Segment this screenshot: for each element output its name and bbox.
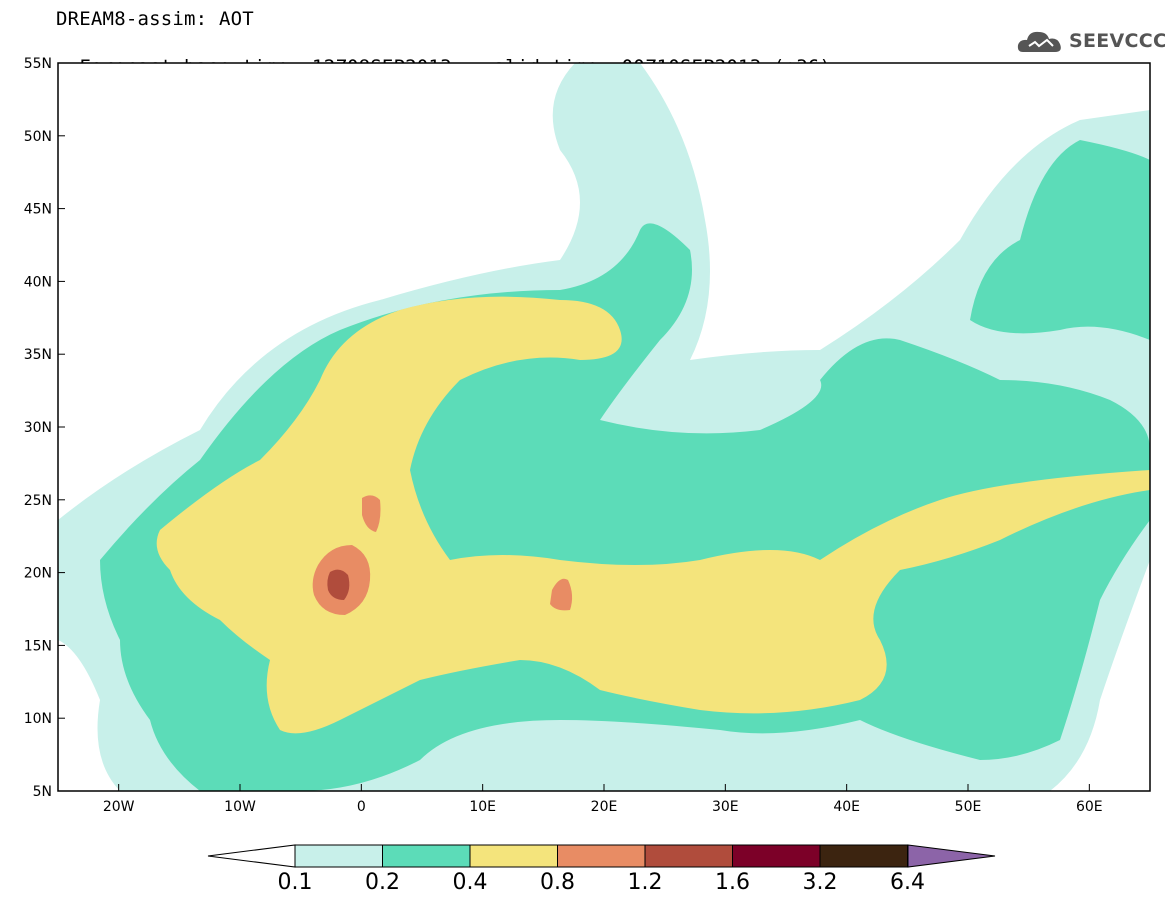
colorbar-swatch (644, 844, 733, 868)
lat-label: 35N (24, 347, 52, 363)
colorbar-swatch (732, 844, 821, 868)
colorbar-label: 0.8 (540, 870, 575, 895)
lat-label: 45N (24, 202, 52, 218)
seevccc-logo: SEEVCCC (1017, 26, 1165, 58)
aot-band-0.2-east (970, 140, 1150, 340)
lat-label: 40N (24, 274, 52, 290)
aot-band-0.8-c (550, 578, 573, 611)
lat-label: 30N (24, 420, 52, 436)
lat-label: 5N (33, 784, 52, 800)
colorbar-label: 0.1 (277, 870, 313, 895)
colorbar-label: 0.4 (452, 870, 488, 895)
longitude-ticks: 20W 10W 0 10E 20E 30E 40E 50E 60E (103, 784, 1103, 815)
aot-band-0.4 (156, 296, 1150, 734)
cloud-icon (1017, 31, 1061, 52)
aot-band-1.2 (327, 569, 350, 600)
colorbar-label: 1.2 (627, 870, 663, 895)
aot-band-0.8-b (362, 495, 381, 532)
lon-label: 10E (469, 799, 496, 815)
lon-label: 20E (591, 799, 618, 815)
colorbar-swatches (294, 844, 908, 868)
aot-fields (58, 63, 1150, 791)
lon-label: 40E (833, 799, 860, 815)
lon-label: 20W (103, 799, 135, 815)
colorbar-high-arrow (907, 844, 996, 868)
colorbar-label: 1.6 (715, 870, 750, 895)
colorbar-label: 3.2 (802, 870, 838, 895)
lat-label: 50N (24, 129, 52, 145)
colorbar-swatch (382, 844, 471, 868)
lon-label: 0 (357, 799, 366, 815)
colorbar-swatch (819, 844, 908, 868)
colorbar-swatch (294, 844, 383, 868)
lat-label: 20N (24, 566, 52, 582)
lat-label: 55N (24, 56, 52, 72)
colorbar-swatch (469, 844, 558, 868)
colorbar-swatch (557, 844, 646, 868)
lat-label: 25N (24, 493, 52, 509)
lon-label: 10W (224, 799, 256, 815)
lon-label: 60E (1076, 799, 1103, 815)
logo-text: SEEVCCC (1069, 30, 1165, 52)
lon-label: 50E (955, 799, 982, 815)
lat-label: 15N (24, 638, 52, 654)
lat-label: 10N (24, 711, 52, 727)
colorbar-low-arrow (207, 844, 296, 868)
lon-label: 30E (712, 799, 739, 815)
colorbar-label: 0.2 (365, 870, 400, 895)
latitude-ticks: 5N 10N 15N 20N 25N 30N 35N 40N 45N 50N 55N (24, 56, 65, 800)
map-title: DREAM8-assim: AOT (56, 8, 254, 30)
colorbar-label: 6.4 (890, 870, 925, 895)
